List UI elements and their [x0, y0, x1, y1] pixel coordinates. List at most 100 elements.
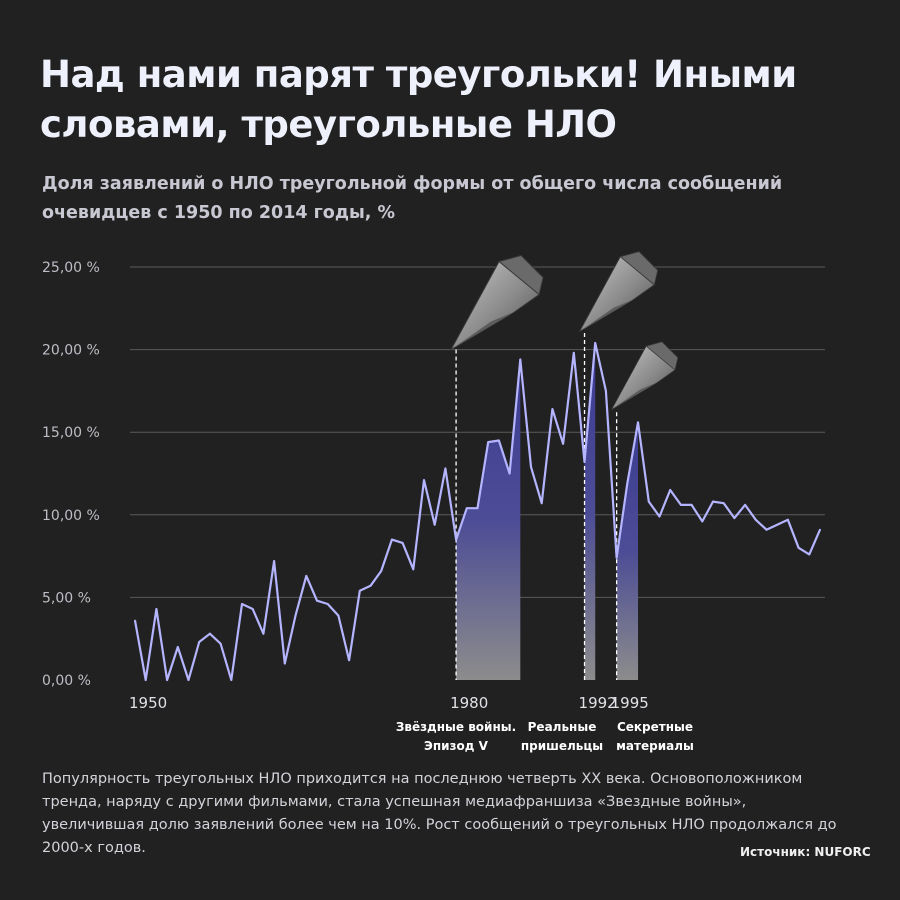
data-point [273, 560, 276, 562]
data-point [583, 461, 586, 463]
y-axis-labels: 0,00 % 5,00 % 10,00 % 15,00 % 20,00 % 25,00 % [42, 260, 100, 689]
data-point [305, 575, 308, 577]
data-point [134, 619, 136, 622]
data-point [754, 518, 757, 521]
chart-subtitle: Доля заявлений о НЛО треугольной формы о… [42, 174, 783, 223]
chart-title: Над нами парят треугольки! Иными словами… [40, 53, 797, 146]
highlight-band [584, 342, 596, 680]
data-point [358, 589, 361, 592]
data-point [230, 679, 233, 681]
data-point [433, 523, 436, 526]
x-tick-label: 1950 [129, 694, 167, 712]
data-point [572, 352, 575, 354]
data-point [626, 482, 629, 485]
data-point [744, 503, 746, 506]
data-point [615, 556, 618, 559]
data-point [326, 603, 329, 605]
series-line-group [133, 341, 822, 682]
data-point [283, 662, 286, 665]
data-point [690, 503, 693, 506]
y-tick-label: 25,00 % [42, 260, 100, 276]
ship-tower [498, 254, 544, 296]
data-point [530, 465, 532, 468]
data-point [294, 614, 297, 617]
x-tick-label: 1980 [450, 694, 488, 712]
ship-tower [645, 341, 679, 371]
data-point [401, 541, 404, 544]
y-tick-label: 0,00 % [42, 673, 91, 689]
data-point [647, 500, 650, 503]
y-tick-label: 20,00 % [42, 343, 100, 359]
data-point [722, 502, 725, 505]
data-point [262, 632, 265, 635]
starship-icon [610, 341, 679, 411]
data-point [187, 679, 190, 681]
data-point [155, 608, 158, 610]
starship-icon [449, 254, 544, 351]
data-point [551, 408, 554, 410]
y-tick-label: 15,00 % [42, 425, 100, 441]
data-point [508, 472, 511, 475]
data-point [519, 358, 522, 361]
data-point [166, 679, 169, 681]
data-point [765, 528, 768, 531]
data-point [369, 584, 372, 587]
data-point [786, 518, 789, 521]
data-point [455, 538, 457, 541]
data-point [819, 528, 821, 531]
data-point [337, 614, 340, 617]
data-point [797, 546, 800, 549]
highlight-label: Секретные [617, 720, 693, 734]
footnote-text: Популярность треугольных НЛО приходится … [42, 771, 837, 856]
highlight-label: пришельцы [521, 739, 603, 753]
y-tick-label: 5,00 % [42, 590, 91, 606]
data-point [380, 570, 383, 572]
highlight-label: Реальные [528, 720, 597, 734]
ship-tower [619, 251, 659, 286]
highlight-label: Звёздные войны. [396, 720, 516, 734]
data-point [251, 608, 254, 610]
data-point [412, 568, 415, 571]
data-point [712, 500, 714, 503]
data-point [487, 441, 490, 444]
data-point [209, 632, 211, 635]
data-point [444, 467, 447, 470]
x-tick-label: 1995 [611, 694, 649, 712]
data-point [348, 659, 350, 662]
data-point [733, 517, 736, 520]
data-point [637, 421, 639, 424]
data-point [476, 507, 479, 510]
highlight-band [616, 422, 639, 680]
data-point [465, 507, 468, 510]
data-point [658, 515, 661, 518]
starship-icon [578, 251, 659, 333]
x-tick-label: 1992 [579, 694, 617, 712]
highlight-band [456, 359, 521, 680]
data-point [562, 442, 565, 445]
source-label: Источник: NUFORC [740, 845, 871, 859]
data-point [423, 479, 425, 482]
ship-shadow [451, 311, 516, 350]
data-point [144, 679, 147, 681]
data-point [198, 641, 201, 643]
data-point [594, 342, 597, 344]
data-point [679, 503, 682, 506]
data-point [669, 489, 672, 491]
data-point [776, 523, 779, 526]
data-point [316, 599, 318, 602]
data-point [808, 553, 811, 556]
data-point [701, 520, 704, 523]
data-point [540, 502, 543, 505]
highlight-label: Эпизод V [424, 739, 489, 753]
y-tick-label: 10,00 % [42, 508, 100, 524]
data-point [605, 390, 607, 392]
starship-icons [449, 251, 679, 411]
highlight-label: материалы [616, 739, 694, 753]
highlight-labels: Звёздные войны. Эпизод V Реальные пришельцы… [396, 720, 694, 753]
data-point [498, 439, 500, 442]
highlight-bands [455, 332, 639, 680]
data-point [241, 603, 243, 605]
data-point [390, 538, 393, 541]
